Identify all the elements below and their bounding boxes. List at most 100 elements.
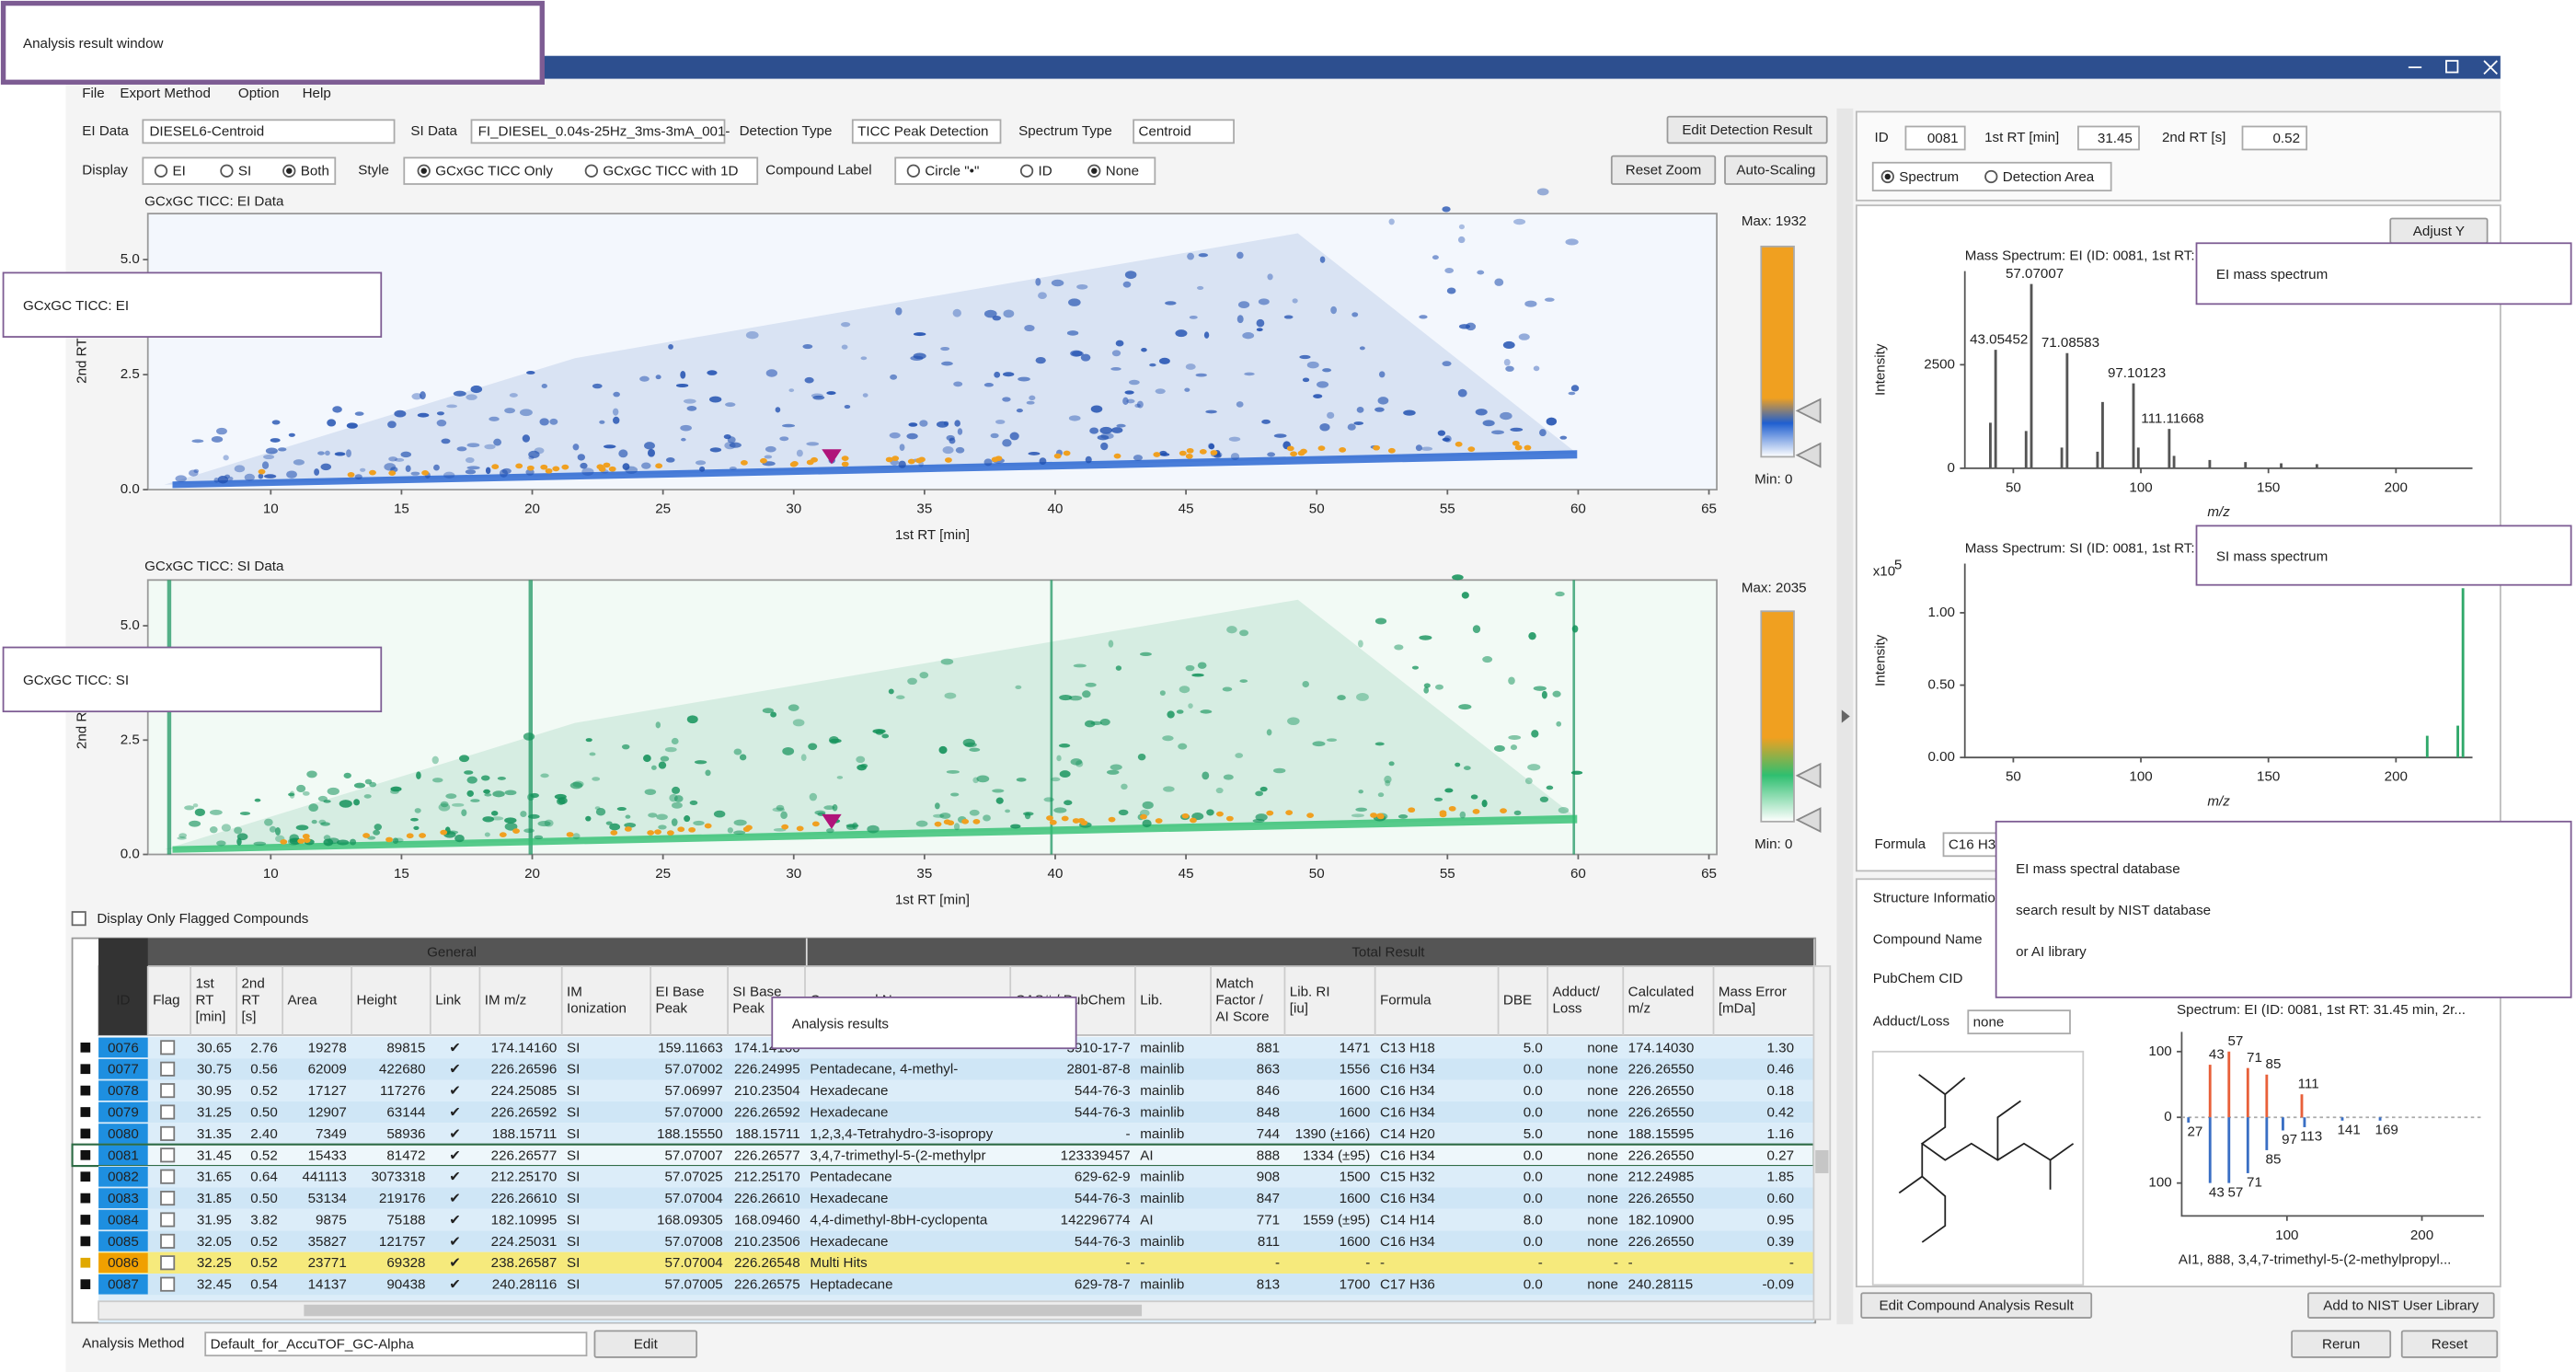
table-row[interactable] [98, 1101, 1813, 1123]
peak-spot [1306, 813, 1314, 818]
field-value: Centroid [1139, 124, 1191, 140]
column-header[interactable]: Lib. [1140, 992, 1162, 1008]
table-row[interactable] [98, 1252, 1813, 1274]
signal-spot [1423, 686, 1429, 693]
radio-label[interactable]: Circle "•" [925, 164, 979, 179]
table-row[interactable] [98, 1230, 1813, 1251]
signal-spot [1175, 329, 1187, 337]
flag-checkbox[interactable] [161, 1235, 174, 1248]
radio[interactable] [221, 165, 233, 176]
radio-label[interactable]: ID [1039, 164, 1052, 179]
table-cell: 212.25170 [734, 1170, 800, 1185]
table-row[interactable] [98, 1080, 1813, 1101]
signal-spot [956, 447, 964, 454]
signal-spot [254, 842, 267, 846]
menu-item[interactable]: Help [303, 86, 331, 101]
signal-spot [410, 818, 419, 822]
signal-spot [984, 310, 997, 318]
signal-spot [1302, 681, 1309, 687]
signal-spot [953, 309, 961, 317]
column-header[interactable]: DBE [1503, 992, 1532, 1008]
menu-item[interactable]: Export Method [120, 86, 211, 101]
callout-text: EI mass spectral database [2016, 861, 2180, 877]
radio[interactable] [908, 165, 920, 176]
table-row[interactable] [98, 1166, 1813, 1187]
signal-spot [1086, 456, 1092, 464]
flag-checkbox[interactable] [161, 1084, 174, 1097]
flag-checkbox[interactable] [161, 1041, 174, 1054]
flag-checkbox[interactable] [161, 1105, 174, 1118]
menu-item[interactable]: Option [238, 86, 280, 101]
signal-spot [684, 815, 690, 822]
table-cell: 31.85 [197, 1191, 232, 1206]
flag-checkbox[interactable] [161, 1192, 174, 1205]
flag-checkbox[interactable] [161, 1213, 174, 1226]
column-header[interactable]: ID [116, 992, 130, 1008]
signal-spot [1540, 797, 1548, 802]
v-scrollbar[interactable] [1813, 966, 1830, 1320]
radio-label[interactable]: GCxGC TICC Only [435, 164, 553, 179]
column-header[interactable]: Formula [1380, 992, 1432, 1008]
table-cell: 544-76-3 [1075, 1191, 1131, 1206]
flag-checkbox[interactable] [161, 1256, 174, 1269]
radio-label[interactable]: None [1106, 164, 1139, 179]
signal-spot [613, 409, 618, 416]
peak-spot [610, 830, 617, 836]
radio-label[interactable]: Spectrum [1899, 169, 1959, 185]
signal-spot [972, 777, 978, 783]
column-header[interactable]: Link [435, 992, 461, 1008]
signal-spot [1186, 363, 1196, 370]
table-row[interactable] [98, 1187, 1813, 1208]
v-scroll-thumb[interactable] [1815, 1150, 1828, 1173]
signal-spot [502, 468, 512, 474]
flag-checkbox[interactable] [161, 1127, 174, 1140]
signal-spot [445, 793, 456, 799]
signal-spot [826, 391, 835, 395]
signal-spot [898, 461, 905, 468]
x-tick-label: 25 [655, 502, 671, 517]
signal-spot [1003, 309, 1014, 317]
signal-spot [1160, 690, 1166, 696]
column-header[interactable]: IM m/z [485, 992, 526, 1008]
signal-spot [1419, 635, 1432, 640]
signal-spot [437, 411, 444, 415]
radio[interactable] [1985, 171, 1997, 182]
signal-spot [681, 438, 686, 442]
signal-spot [782, 747, 794, 755]
radio-label[interactable]: Detection Area [2003, 169, 2095, 185]
column-header[interactable]: Area [287, 992, 317, 1008]
radio-label[interactable]: Both [301, 164, 329, 179]
flag-checkbox[interactable] [161, 1148, 174, 1161]
table-cell: - [1380, 1255, 1385, 1271]
signal-spot [665, 747, 677, 752]
radio-label[interactable]: GCxGC TICC with 1D [603, 164, 738, 179]
peak-spot [1114, 454, 1121, 459]
signal-spot [262, 461, 269, 468]
signal-spot [1432, 255, 1439, 259]
table-cell: 544-76-3 [1075, 1104, 1131, 1120]
table-cell: 1500 [1340, 1170, 1371, 1185]
checkbox[interactable] [73, 912, 86, 925]
radio-label[interactable]: EI [172, 164, 185, 179]
signal-spot [510, 393, 518, 398]
y-tick-label: 2500 [1924, 356, 1955, 372]
column-header[interactable]: Flag [153, 992, 179, 1008]
menu-item[interactable]: File [82, 86, 104, 101]
table-row[interactable] [98, 1274, 1813, 1295]
radio[interactable] [155, 165, 167, 176]
flag-checkbox[interactable] [161, 1170, 174, 1183]
radio-label[interactable]: SI [238, 164, 251, 179]
peak-label: 43.05452 [1970, 331, 2028, 347]
h-scroll-thumb[interactable] [304, 1305, 1142, 1316]
x-tick-label: 30 [786, 502, 801, 517]
signal-spot [1444, 268, 1454, 273]
flag-checkbox[interactable] [161, 1278, 174, 1291]
flag-checkbox[interactable] [161, 1063, 174, 1076]
signal-spot [658, 824, 666, 829]
column-header[interactable]: Height [357, 992, 398, 1008]
radio[interactable] [1021, 165, 1033, 176]
signal-spot [863, 393, 868, 398]
signal-spot [1444, 435, 1452, 443]
signal-spot [461, 809, 466, 816]
radio[interactable] [586, 165, 598, 176]
